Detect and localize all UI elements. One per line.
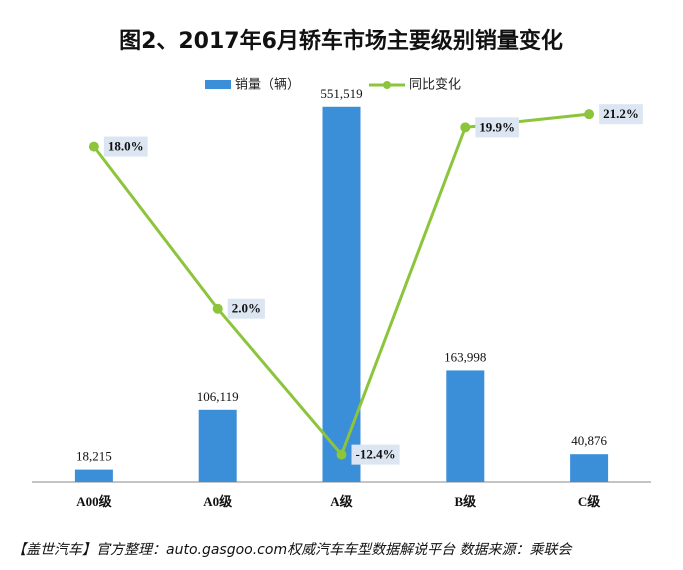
bar-label: 18,215 [76,449,112,464]
bar [570,454,609,482]
bar [322,106,361,482]
point-label: 18.0% [108,139,144,154]
x-tick-label: C级 [578,494,601,509]
x-tick-label: B级 [454,494,477,509]
point-label: 19.9% [479,119,515,134]
bar-label: 163,998 [444,349,486,364]
point-label: 21.2% [603,106,639,121]
point [460,122,471,133]
legend-swatch [205,80,231,89]
point-label: -12.4% [356,447,396,462]
label-box [351,444,400,465]
bar-label: 106,119 [197,389,239,404]
label-box [103,136,148,157]
bar [446,370,485,482]
bar-label: 551,519 [320,86,362,101]
chart-title: 图2、2017年6月轿车市场主要级别销量变化 [119,28,563,54]
point-label: 2.0% [232,301,261,316]
legend-label: 销量（辆） [235,78,300,93]
bar [74,469,113,482]
bar [198,409,237,482]
legend-label: 同比变化 [409,77,461,93]
legend-swatch [383,81,391,89]
label-box [227,298,265,319]
point [212,303,223,314]
bar-label: 40,876 [571,433,607,448]
point [88,141,99,152]
x-tick-label: A00级 [76,494,112,509]
x-tick-label: A0级 [203,494,233,509]
point [584,109,595,120]
x-tick-label: A级 [330,494,353,509]
point [336,449,347,460]
footer: 【盖世汽车】官方整理：auto.gasgoo.com权威汽车车型数据解说平台 数… [12,542,574,558]
label-box [475,117,520,138]
label-box [599,104,643,125]
